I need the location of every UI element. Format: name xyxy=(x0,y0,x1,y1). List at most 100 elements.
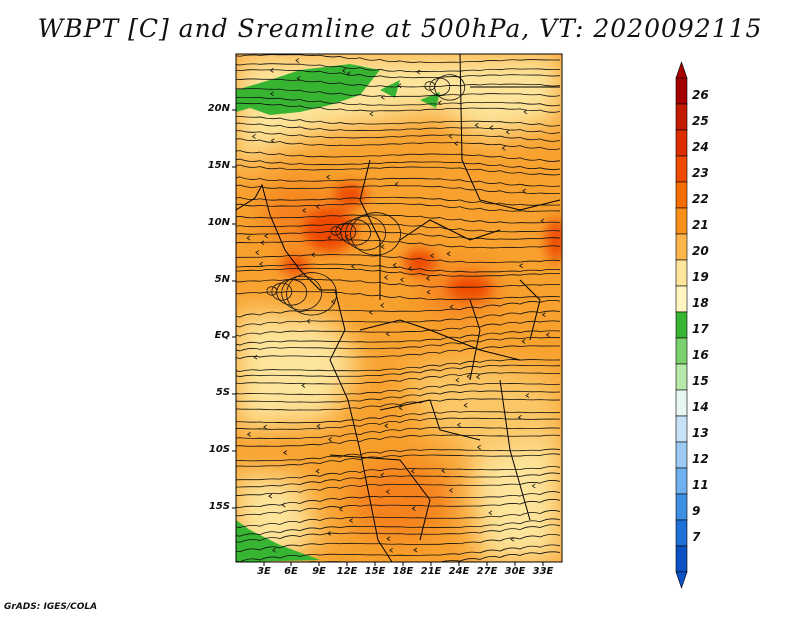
colorbar-label: 14 xyxy=(692,400,709,414)
streamline xyxy=(236,466,561,481)
streamline xyxy=(236,202,561,212)
colorbar xyxy=(675,61,688,589)
streamline xyxy=(236,196,561,206)
streamline xyxy=(328,437,333,442)
colorbar-swatch xyxy=(675,207,688,235)
colorbar-swatch xyxy=(675,389,688,417)
streamline xyxy=(315,468,320,474)
streamline xyxy=(463,403,468,408)
streamline xyxy=(236,518,561,537)
streamline xyxy=(236,472,561,488)
streamline xyxy=(246,235,251,241)
lon-label: 30E xyxy=(504,566,526,577)
streamline xyxy=(236,96,561,107)
streamline xyxy=(441,468,446,473)
streamline xyxy=(348,518,353,523)
streamline xyxy=(236,63,561,73)
streamline xyxy=(380,472,385,478)
streamline xyxy=(368,310,373,315)
colorbar-swatch xyxy=(675,415,688,443)
streamline xyxy=(474,122,479,128)
streamline xyxy=(236,150,561,162)
streamline xyxy=(236,411,561,424)
streamline xyxy=(346,71,351,76)
streamline xyxy=(246,432,251,437)
streamline xyxy=(236,330,561,346)
colorbar-swatch xyxy=(675,103,688,131)
colorbar-swatch xyxy=(675,363,688,391)
streamline xyxy=(283,450,288,455)
streamline xyxy=(518,263,523,269)
streamline xyxy=(236,345,561,359)
streamline xyxy=(429,77,451,96)
streamline xyxy=(408,266,412,272)
streamline xyxy=(255,250,260,255)
streamline xyxy=(489,125,494,130)
streamline xyxy=(281,275,323,311)
streamline xyxy=(236,138,561,150)
lon-label: 33E xyxy=(532,566,554,577)
streamline xyxy=(236,498,561,517)
colorbar-label: 26 xyxy=(692,88,709,102)
colorbar-swatch xyxy=(675,519,688,547)
streamline xyxy=(413,547,418,553)
streamline xyxy=(236,158,561,170)
colorbar-swatch xyxy=(675,77,688,105)
streamline xyxy=(335,222,357,241)
colorbar-top-arrow xyxy=(675,61,688,79)
streamline xyxy=(455,377,460,383)
lat-label: 5N xyxy=(214,274,230,285)
streamline xyxy=(236,115,561,127)
streamline xyxy=(236,54,561,64)
colorbar-label: 13 xyxy=(692,426,709,440)
streamline xyxy=(270,138,275,144)
colorbar-label: 15 xyxy=(692,374,709,388)
lon-label: 18E xyxy=(392,566,414,577)
streamline xyxy=(380,95,385,100)
colorbar-swatch xyxy=(675,181,688,209)
plot-frame xyxy=(235,53,563,563)
streamline xyxy=(260,240,265,245)
streamline xyxy=(276,279,308,306)
streamline xyxy=(236,176,561,187)
streamline xyxy=(236,122,561,134)
streamline xyxy=(488,510,493,516)
streamline xyxy=(525,393,530,398)
colorbar-swatch xyxy=(675,441,688,469)
streamline xyxy=(301,383,306,388)
streamline xyxy=(430,253,434,259)
colorbar-label: 23 xyxy=(692,166,709,180)
colorbar-swatch xyxy=(675,129,688,157)
streamline xyxy=(350,212,401,256)
streamline xyxy=(380,303,385,308)
streamline xyxy=(236,426,561,440)
lon-label: 9E xyxy=(312,566,326,577)
streamline xyxy=(523,109,528,115)
streamline xyxy=(236,533,561,553)
colorbar-label: 17 xyxy=(692,322,709,336)
streamline xyxy=(236,164,561,176)
streamline xyxy=(236,372,561,385)
credit-text: GrADS: IGES/COLA xyxy=(4,602,98,612)
lon-label: 15E xyxy=(364,566,386,577)
colorbar-label: 20 xyxy=(692,244,709,258)
lat-label: EQ xyxy=(214,330,230,341)
streamline xyxy=(456,422,461,428)
streamline xyxy=(264,233,269,239)
streamline xyxy=(385,331,390,337)
streamline xyxy=(236,223,561,233)
streamline xyxy=(384,275,388,280)
colorbar-swatch xyxy=(675,285,688,313)
streamline xyxy=(236,320,561,337)
colorbar-label: 9 xyxy=(692,504,701,518)
streamline xyxy=(384,423,389,429)
streamline xyxy=(236,448,561,462)
streamline xyxy=(236,398,561,411)
streamline xyxy=(386,536,391,542)
streamline xyxy=(545,332,550,338)
streamline xyxy=(454,141,459,146)
colorbar-swatch xyxy=(675,259,688,287)
streamline xyxy=(236,417,561,430)
streamline xyxy=(269,68,274,73)
streamline xyxy=(236,359,561,372)
